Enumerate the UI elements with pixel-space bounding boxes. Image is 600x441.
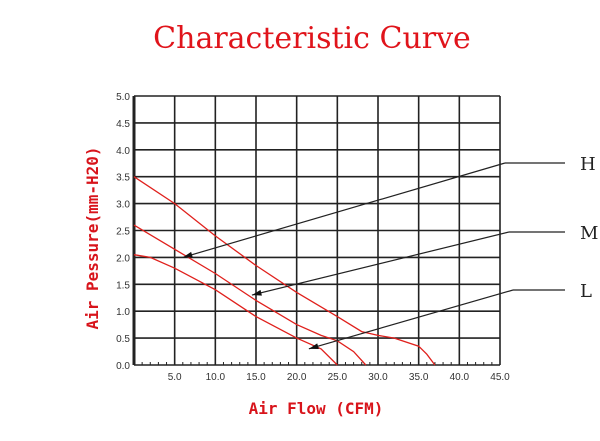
- series-line-l: [133, 254, 338, 366]
- annotation-arrow-line: [251, 231, 510, 296]
- y-axis-title: Air Pessure(mm-H20): [83, 146, 102, 329]
- annotation-label-l: L: [580, 281, 592, 302]
- y-tick-label: 1.0: [116, 307, 130, 318]
- arrowhead-icon: [182, 251, 193, 258]
- y-tick-label: 4.5: [116, 119, 130, 130]
- x-tick-label: 30.0: [368, 372, 388, 383]
- y-tick-label: 5.0: [116, 92, 130, 103]
- series-lines: [133, 176, 436, 366]
- y-tick-label: 2.5: [116, 227, 130, 238]
- y-tick-label: 3.5: [116, 173, 130, 184]
- x-tick-label: 15.0: [246, 372, 266, 383]
- annotations: H M L: [182, 154, 598, 350]
- y-tick-label: 4.0: [116, 146, 130, 157]
- y-tick-label: 0.5: [116, 334, 130, 345]
- arrowhead-icon: [308, 343, 319, 350]
- ticks: 5.0 10.0 15.0 20.0 25.0 30.0 35.0 40.0 45.0 0.0 0.…: [116, 92, 510, 383]
- x-tick-label: 35.0: [409, 372, 429, 383]
- annotation-arrow-line: [182, 162, 506, 258]
- y-tick-label: 2.0: [116, 253, 130, 264]
- chart-title: Characteristic Curve: [153, 21, 471, 56]
- annotation-label-m: M: [580, 223, 598, 244]
- annotation-arrow-line: [308, 289, 514, 350]
- x-tick-label: 25.0: [328, 372, 348, 383]
- y-tick-label: 3.0: [116, 200, 130, 211]
- series-line-h: [133, 176, 436, 366]
- y-tick-label: 1.5: [116, 280, 130, 291]
- x-tick-label: 20.0: [287, 372, 307, 383]
- y-tick-label: 0.0: [116, 361, 130, 372]
- x-tick-label: 40.0: [450, 372, 470, 383]
- annotation-label-h: H: [580, 154, 596, 175]
- grid: [132, 95, 501, 366]
- x-tick-label: 10.0: [206, 372, 226, 383]
- x-tick-label: 5.0: [168, 372, 182, 383]
- x-tick-label: 45.0: [490, 372, 510, 383]
- series-line-m: [133, 224, 367, 366]
- arrowhead-icon: [251, 289, 262, 296]
- x-axis-title: Air Flow (CFM): [249, 399, 384, 418]
